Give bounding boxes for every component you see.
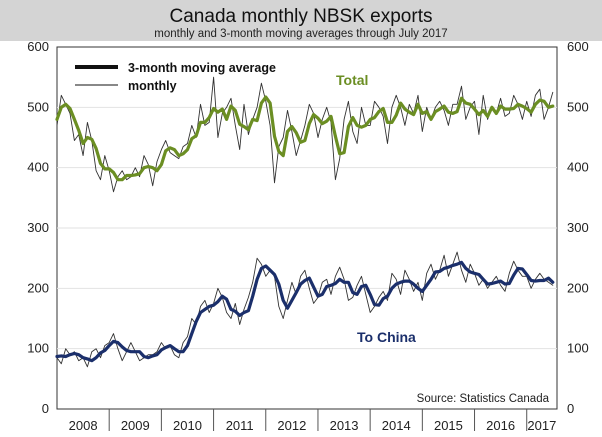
y-tick-left: 0 xyxy=(42,401,49,416)
y-tick-right: 100 xyxy=(567,341,589,356)
y-tick-left: 100 xyxy=(27,341,49,356)
x-tick-year: 2011 xyxy=(226,418,254,433)
series-total-ma xyxy=(55,95,555,182)
y-tick-left: 500 xyxy=(27,99,49,114)
legend-label-monthly: monthly xyxy=(128,79,177,93)
x-tick-year: 2016 xyxy=(486,418,515,433)
y-tick-left: 400 xyxy=(27,160,49,175)
chart-title: Canada monthly NBSK exports xyxy=(170,6,433,27)
annotation-total: Total xyxy=(336,72,368,88)
x-tick-year: 2012 xyxy=(277,418,306,433)
legend: 3-month moving average monthly xyxy=(75,61,276,93)
series-china-ma xyxy=(55,260,555,363)
x-tick-year: 2008 xyxy=(69,418,98,433)
x-tick-year: 2014 xyxy=(382,418,411,433)
x-tick-year: 2013 xyxy=(330,418,359,433)
series-china-monthly xyxy=(56,251,554,368)
y-tick-right: 200 xyxy=(567,280,589,295)
x-axis: 2008 2009 2010 2011 2012 2013 2014 2015 2016 2017 xyxy=(69,409,556,433)
x-tick-year: 2017 xyxy=(527,418,556,433)
legend-label-ma: 3-month moving average xyxy=(128,61,276,75)
title-band xyxy=(0,0,602,41)
chart-subtitle: monthly and 3-month moving averages thro… xyxy=(154,28,447,40)
x-tick-year: 2015 xyxy=(434,418,463,433)
y-axis-right: 0 100 200 300 400 500 600 xyxy=(567,39,589,416)
y-tick-right: 400 xyxy=(567,160,589,175)
series-total-monthly xyxy=(56,76,554,193)
y-tick-left: 300 xyxy=(27,220,49,235)
y-tick-right: 300 xyxy=(567,220,589,235)
y-axis-left: 0 100 200 300 400 500 600 xyxy=(27,39,49,416)
y-tick-right: 500 xyxy=(567,99,589,114)
series-layer xyxy=(55,76,555,368)
annotation-china: To China xyxy=(357,329,416,345)
y-tick-right: 600 xyxy=(567,39,589,54)
y-tick-right: 0 xyxy=(567,401,574,416)
source-note: Source: Statistics Canada xyxy=(417,393,550,405)
y-tick-left: 200 xyxy=(27,280,49,295)
y-tick-left: 600 xyxy=(27,39,49,54)
x-tick-year: 2009 xyxy=(121,418,150,433)
x-tick-year: 2010 xyxy=(173,418,202,433)
